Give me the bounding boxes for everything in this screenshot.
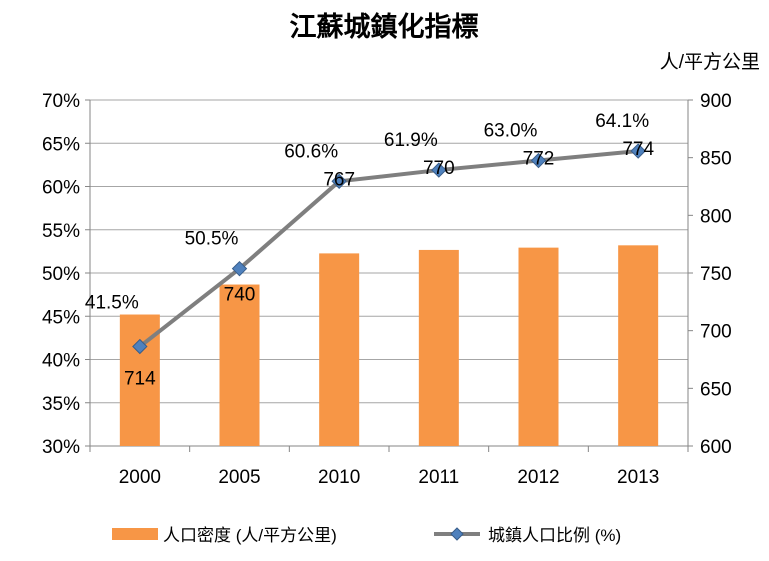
bar-value-label: 714 (124, 369, 156, 390)
bar (219, 284, 260, 446)
right-axis-unit: 人/平方公里 (660, 51, 760, 73)
right-axis-tick-label: 650 (700, 379, 732, 400)
left-axis-tick-label: 35% (42, 394, 80, 415)
line-marker (431, 162, 447, 178)
x-axis-tick-label: 2011 (418, 467, 459, 488)
left-axis-tick-label: 40% (42, 351, 80, 372)
x-axis-tick-label: 2010 (318, 467, 360, 488)
bar-value-label: 774 (622, 139, 654, 160)
legend-label-urban-ratio: 城鎮人口比例 (%) (488, 526, 621, 545)
left-axis-tick-label: 55% (42, 221, 80, 242)
line-value-label: 64.1% (595, 111, 649, 132)
line-marker (630, 143, 646, 159)
bar-series (119, 245, 659, 446)
x-axis-tick-label: 2000 (119, 467, 161, 488)
axes: 30% 35% 40% 45% 50% 55% 60% 65% 70% 600 650 700 750 8… (42, 91, 732, 488)
left-axis-tick-label: 60% (42, 178, 80, 199)
right-axis-tick-label: 750 (700, 264, 732, 285)
line-value-label: 41.5% (85, 293, 139, 314)
left-axis-tick-label: 30% (42, 437, 80, 458)
bar-value-label: 740 (224, 285, 256, 306)
legend: 人口密度 (人/平方公里) 城鎮人口比例 (%) (112, 526, 621, 545)
line-marker (530, 152, 547, 169)
right-axis-tick-label: 600 (700, 437, 732, 458)
bar-value-label: 772 (523, 149, 555, 170)
right-axis-tick-label: 900 (700, 91, 732, 112)
legend-label-density: 人口密度 (人/平方公里) (163, 526, 337, 545)
left-axis-tick-label: 65% (42, 134, 80, 155)
right-axis-tick-label: 850 (700, 149, 732, 170)
x-axis-tick-label: 2012 (517, 467, 559, 488)
left-axis-tick-label: 50% (42, 264, 80, 285)
x-axis-tick-label: 2005 (218, 467, 260, 488)
bar (319, 253, 360, 446)
bar-value-label: 767 (323, 169, 355, 190)
chart-title: 江蘇城鎮化指標 (290, 11, 479, 42)
line-value-label: 63.0% (484, 121, 538, 142)
bar (518, 247, 559, 446)
legend-swatch-density (112, 528, 158, 540)
right-axis-tick-label: 700 (700, 322, 732, 343)
bar-value-label: 770 (423, 158, 455, 179)
data-labels: 714 740 767 770 772 774 41.5% 50.5% 60.6% 61.9% 63… (85, 111, 655, 389)
bar (618, 245, 659, 446)
left-axis-tick-label: 70% (42, 91, 80, 112)
gridlines (90, 99, 688, 447)
line-value-label: 50.5% (185, 229, 239, 250)
series-line (138, 149, 639, 349)
legend-swatch-urban-ratio-marker (450, 527, 464, 541)
line-value-label: 61.9% (384, 130, 438, 151)
line-marker (231, 260, 248, 277)
line-marker (331, 173, 347, 190)
line-marker (132, 338, 148, 355)
x-axis-tick-label: 2013 (617, 467, 659, 488)
right-axis-tick-label: 800 (700, 206, 732, 227)
left-axis-tick-label: 45% (42, 307, 80, 328)
bar (418, 249, 459, 446)
line-value-label: 60.6% (284, 141, 338, 162)
line-series (132, 143, 646, 355)
